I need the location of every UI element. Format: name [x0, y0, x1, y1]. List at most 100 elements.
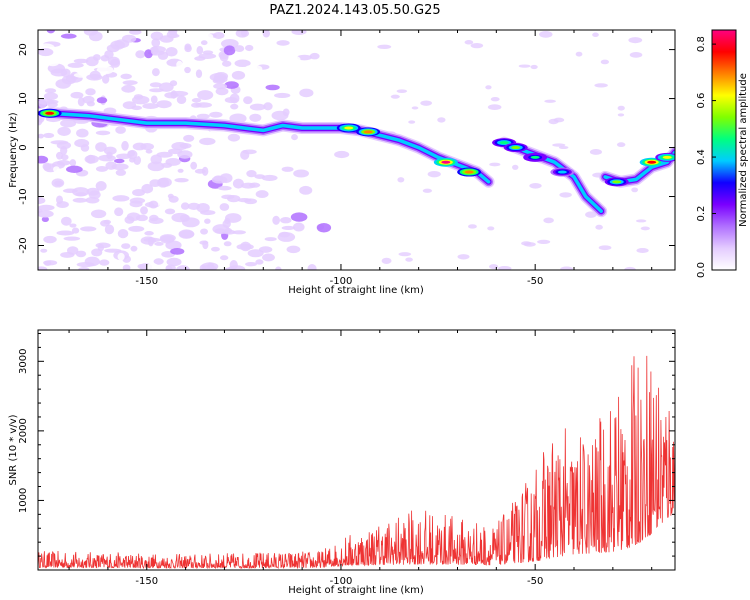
ridge-peak	[363, 130, 373, 134]
noise-blob	[104, 248, 122, 253]
noise-blob	[217, 185, 232, 191]
snr-frame	[37, 329, 676, 571]
noise-blob	[529, 183, 542, 189]
noise-blob	[72, 187, 90, 197]
spectrogram-x-axis-label: Height of straight line (km)	[288, 285, 424, 296]
noise-blob	[427, 171, 441, 178]
noise-blob	[594, 83, 608, 88]
x-tick-label: -100	[330, 276, 353, 287]
noise-blob	[231, 70, 246, 80]
noise-blob	[79, 243, 90, 251]
noise-blob	[135, 214, 148, 222]
noise-blob	[76, 128, 89, 138]
spectrogram-frame	[37, 29, 676, 271]
noise-blob	[183, 86, 194, 94]
noise-blob	[154, 241, 164, 246]
noise-blob	[140, 236, 156, 245]
noise-blob	[122, 80, 138, 86]
noise-blob	[60, 119, 77, 128]
spectrogram-background	[38, 30, 675, 270]
noise-blob	[144, 231, 154, 236]
snr-panel: -150 -100 -50 1000 2000 3000 Height of straig…	[8, 329, 676, 596]
noise-blob	[640, 226, 650, 231]
noise-blob	[199, 137, 216, 146]
noise-blob	[624, 266, 637, 270]
noise-blob	[405, 257, 413, 262]
noise-blob	[244, 64, 263, 74]
noise-blob	[589, 149, 602, 155]
noise-blob	[60, 33, 77, 39]
noise-blob	[490, 96, 500, 102]
noise-blob	[151, 76, 170, 82]
noise-blob	[128, 225, 145, 232]
noise-blob	[212, 224, 230, 235]
noise-blob	[255, 190, 269, 199]
noise-blob	[103, 146, 117, 155]
noise-blob	[147, 161, 165, 172]
noise-blob	[110, 82, 124, 89]
noise-blob	[202, 50, 214, 55]
noise-blob	[120, 73, 132, 80]
colorbar: 0.0 0.2 0.4 0.6 0.8 Normalized spectral ampl…	[696, 29, 749, 278]
noise-blob	[148, 200, 159, 209]
noise-blob	[227, 133, 241, 142]
noise-blob	[213, 83, 228, 90]
noise-blob	[530, 64, 538, 70]
noise-blob	[114, 207, 124, 217]
noise-blob	[221, 194, 235, 200]
noise-blob	[159, 234, 176, 242]
noise-blob	[558, 145, 569, 150]
colorbar-tick-label: 0.4	[696, 149, 707, 165]
noise-blob	[489, 162, 501, 167]
noise-blob	[66, 165, 83, 174]
noise-blob	[219, 255, 229, 261]
noise-blob	[179, 214, 191, 222]
colorbar-frame	[711, 29, 737, 271]
noise-blob	[96, 97, 108, 104]
noise-blob	[190, 161, 198, 170]
noise-blob	[600, 59, 609, 65]
colorbar-scale	[712, 30, 736, 270]
noise-blob	[595, 224, 603, 230]
noise-blob	[221, 60, 232, 67]
noise-blob	[149, 214, 159, 222]
noise-blob	[197, 90, 214, 101]
snr-series-line	[38, 355, 675, 570]
noise-blob	[176, 265, 190, 270]
noise-blob	[183, 134, 195, 142]
noise-blob	[165, 157, 181, 166]
noise-blob	[53, 166, 60, 173]
noise-blob	[398, 252, 412, 257]
noise-blob	[112, 195, 130, 202]
noise-blob	[240, 150, 250, 160]
noise-blob	[166, 257, 182, 267]
noise-blob	[299, 88, 314, 98]
noise-blob	[200, 157, 214, 167]
ridge-peak	[344, 126, 354, 130]
noise-blob	[88, 190, 101, 200]
noise-blob	[40, 125, 52, 132]
noise-blob	[390, 94, 400, 99]
y-tick-label: 20	[18, 43, 29, 56]
noise-blob	[38, 204, 55, 211]
noise-blob	[95, 181, 107, 191]
noise-blob	[277, 232, 296, 242]
noise-blob	[512, 164, 519, 170]
colorbar-tick-label: 0.2	[696, 206, 707, 222]
noise-blob	[99, 259, 110, 266]
noise-blob	[168, 195, 179, 203]
noise-blob	[165, 223, 184, 230]
noise-blob	[220, 39, 239, 49]
noise-blob	[74, 139, 90, 148]
noise-blob	[249, 113, 262, 122]
noise-blob	[177, 168, 184, 173]
noise-blob	[75, 250, 87, 258]
noise-blob	[151, 68, 160, 77]
noise-blob	[245, 261, 258, 267]
x-tick-label: -150	[135, 276, 158, 287]
noise-blob	[616, 142, 626, 148]
noise-blob	[539, 30, 553, 38]
colorbar-ticks: 0.0 0.2 0.4 0.6 0.8	[696, 36, 716, 278]
figure-title: PAZ1.2024.143.05.50.G25	[269, 3, 440, 18]
noise-blob	[43, 92, 59, 100]
